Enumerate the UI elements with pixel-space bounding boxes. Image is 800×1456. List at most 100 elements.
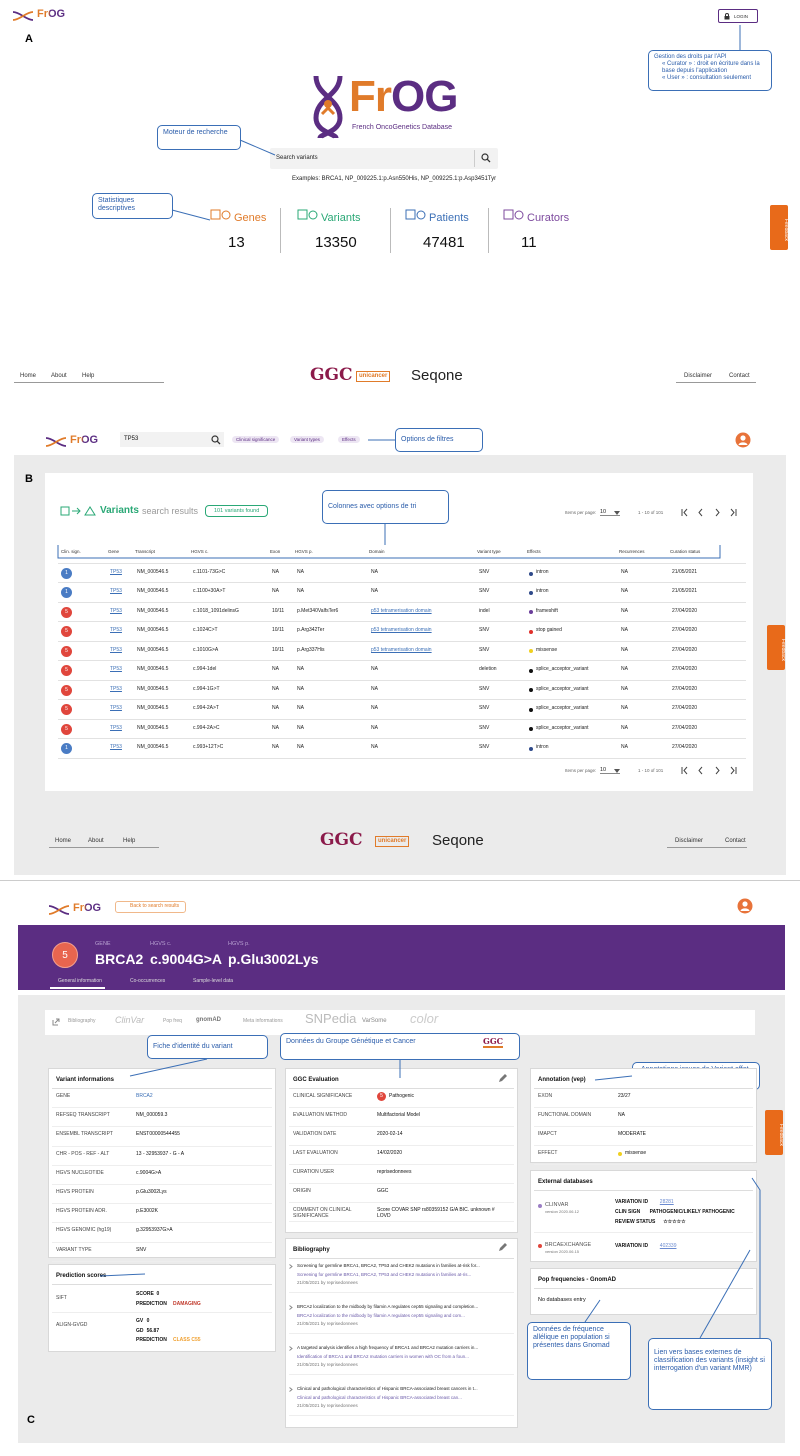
column-header[interactable]: Gene [108,549,120,554]
card-title-line [534,1190,753,1191]
tab[interactable]: Sample-level data [193,978,234,984]
footer-link[interactable]: Help [82,373,95,379]
footer-link[interactable]: About [88,838,104,844]
external-link[interactable]: VarSome [362,1018,387,1024]
cell[interactable]: TP53 [110,627,122,634]
external-link[interactable]: Bibliography [68,1018,96,1024]
logo: FrOG [73,902,102,914]
cell[interactable]: TP53 [110,646,122,653]
cell[interactable]: p53 tetramerisation domain [371,627,432,634]
column-header[interactable]: Recurrences [619,549,645,554]
column-header[interactable]: HGVS p. [295,549,313,554]
bib-title[interactable]: Screening for germline BRCA1, BRCA2, TP5… [297,1263,480,1268]
items-per-page[interactable]: 10 [600,767,620,775]
bib-title[interactable]: A targeted analysis identifies a high fr… [297,1345,479,1350]
cell[interactable]: TP53 [110,588,122,595]
feedback-tab[interactable]: Feedback [770,205,789,250]
external-link[interactable]: gnomAD [196,1017,221,1023]
field-value[interactable]: BRCA2 [136,1093,153,1099]
bib-subtitle[interactable]: BRCA2 localization to the midbody by fil… [297,1313,465,1318]
field-value: ENST00000544455 [136,1131,180,1138]
search-box[interactable]: TP53 [120,432,224,447]
bib-subtitle[interactable]: Screening for germline BRCA1, BRCA2, TP5… [297,1272,472,1277]
field-value: SNV [136,1246,147,1253]
callout-item: « Curator » : droit en écriture dans la … [662,60,760,74]
db-key: VARIATION ID [615,1243,649,1249]
footer-link[interactable]: Disclaimer [675,838,704,844]
db-value[interactable]: 28281 [659,1199,674,1205]
login-button[interactable]: LOGIN [718,9,758,23]
row-separator [58,660,746,662]
cell: c.994-1G>T [193,685,220,692]
external-link[interactable]: SNPedia [305,1011,357,1026]
column-header[interactable]: Clin. sign. [61,549,81,554]
cell[interactable]: TP53 [110,666,122,673]
db-value[interactable]: 402339 [659,1243,677,1249]
external-link[interactable]: color [410,1011,439,1026]
cell[interactable]: TP53 [110,744,122,751]
column-header[interactable]: Variant type [477,549,501,554]
items-per-page-label: Items per page: [565,768,597,773]
field-label: ENSEMBL TRANSCRIPT [56,1131,113,1138]
footer-link[interactable]: Help [123,838,136,844]
card-title-line [289,1258,514,1259]
column-header[interactable]: Curation status [670,549,701,554]
footer-link[interactable]: Contact [725,838,746,844]
field-separator [52,1260,272,1262]
cell[interactable]: p53 tetramerisation domain [371,646,432,653]
field-value: c.9004G>A [136,1169,162,1176]
footer-link[interactable]: About [51,373,67,379]
filter-pill[interactable]: Effects [338,436,360,444]
cell: p.Arg337His [297,646,325,653]
cell: splice_acceptor_variant [536,724,589,731]
cell: NA [272,685,279,692]
field-label: VALIDATION DATE [293,1131,337,1137]
card-title: External databases [538,1179,593,1185]
cell[interactable]: TP53 [110,724,122,731]
tab-underline [50,987,105,989]
filter-pill[interactable]: Clinical significance [232,436,280,444]
footer-link[interactable]: Home [20,373,37,379]
column-header[interactable]: Effects [527,549,541,554]
feedback-tab[interactable]: Feedback [767,625,786,670]
bib-title[interactable]: BRCA2 localization to the midbody by fil… [297,1304,479,1309]
external-link[interactable]: Pop freq [163,1018,182,1024]
column-header[interactable]: Domain [369,549,385,554]
filter-pill[interactable]: Variant types [290,436,324,444]
score-value: 0 [156,1291,160,1297]
cell: 27/04/2020 [672,705,698,712]
field-separator [534,1232,753,1233]
column-header[interactable]: HGVS c. [191,549,209,554]
cell[interactable]: TP53 [110,607,122,614]
cell: c.994-1del [193,666,217,673]
bib-title[interactable]: Clinical and pathological characteristic… [297,1386,478,1391]
column-header[interactable]: Transcript [135,549,155,554]
back-button[interactable]: Back to search results [115,901,187,913]
stat-label: Patients [429,212,469,224]
external-link[interactable]: ClinVar [115,1015,145,1025]
feedback-tab[interactable]: Feedback [765,1110,784,1155]
cell: SNV [479,646,490,653]
tab[interactable]: Co-occurrences [130,978,166,984]
search-box[interactable]: Search variants [270,148,498,169]
footer-link[interactable]: Contact [729,373,750,379]
footer-link[interactable]: Home [55,838,72,844]
external-link[interactable]: Meta informations [243,1018,283,1024]
bib-subtitle[interactable]: Identification of BRCA1 and BRCA2 mutati… [297,1354,469,1359]
tab[interactable]: General information [58,978,102,984]
score-value: 0 [146,1318,150,1324]
cell[interactable]: TP53 [110,705,122,712]
cell[interactable]: p53 tetramerisation domain [371,607,432,614]
field-label: EVALUATION METHOD [293,1112,347,1118]
cell: NA [297,588,304,595]
clin-badge: 5 [61,626,72,638]
bib-subtitle[interactable]: Clinical and pathological characteristic… [297,1395,462,1400]
column-header[interactable]: Exon [270,549,281,554]
cell[interactable]: TP53 [110,685,122,692]
effect-dot [529,668,533,673]
cell[interactable]: TP53 [110,569,122,575]
card-title: Pop frequencies - GnomAD [538,1277,617,1283]
footer-link[interactable]: Disclaimer [684,373,713,379]
cell: NM_000546.5 [137,627,169,634]
items-per-page[interactable]: 10 [600,509,620,517]
